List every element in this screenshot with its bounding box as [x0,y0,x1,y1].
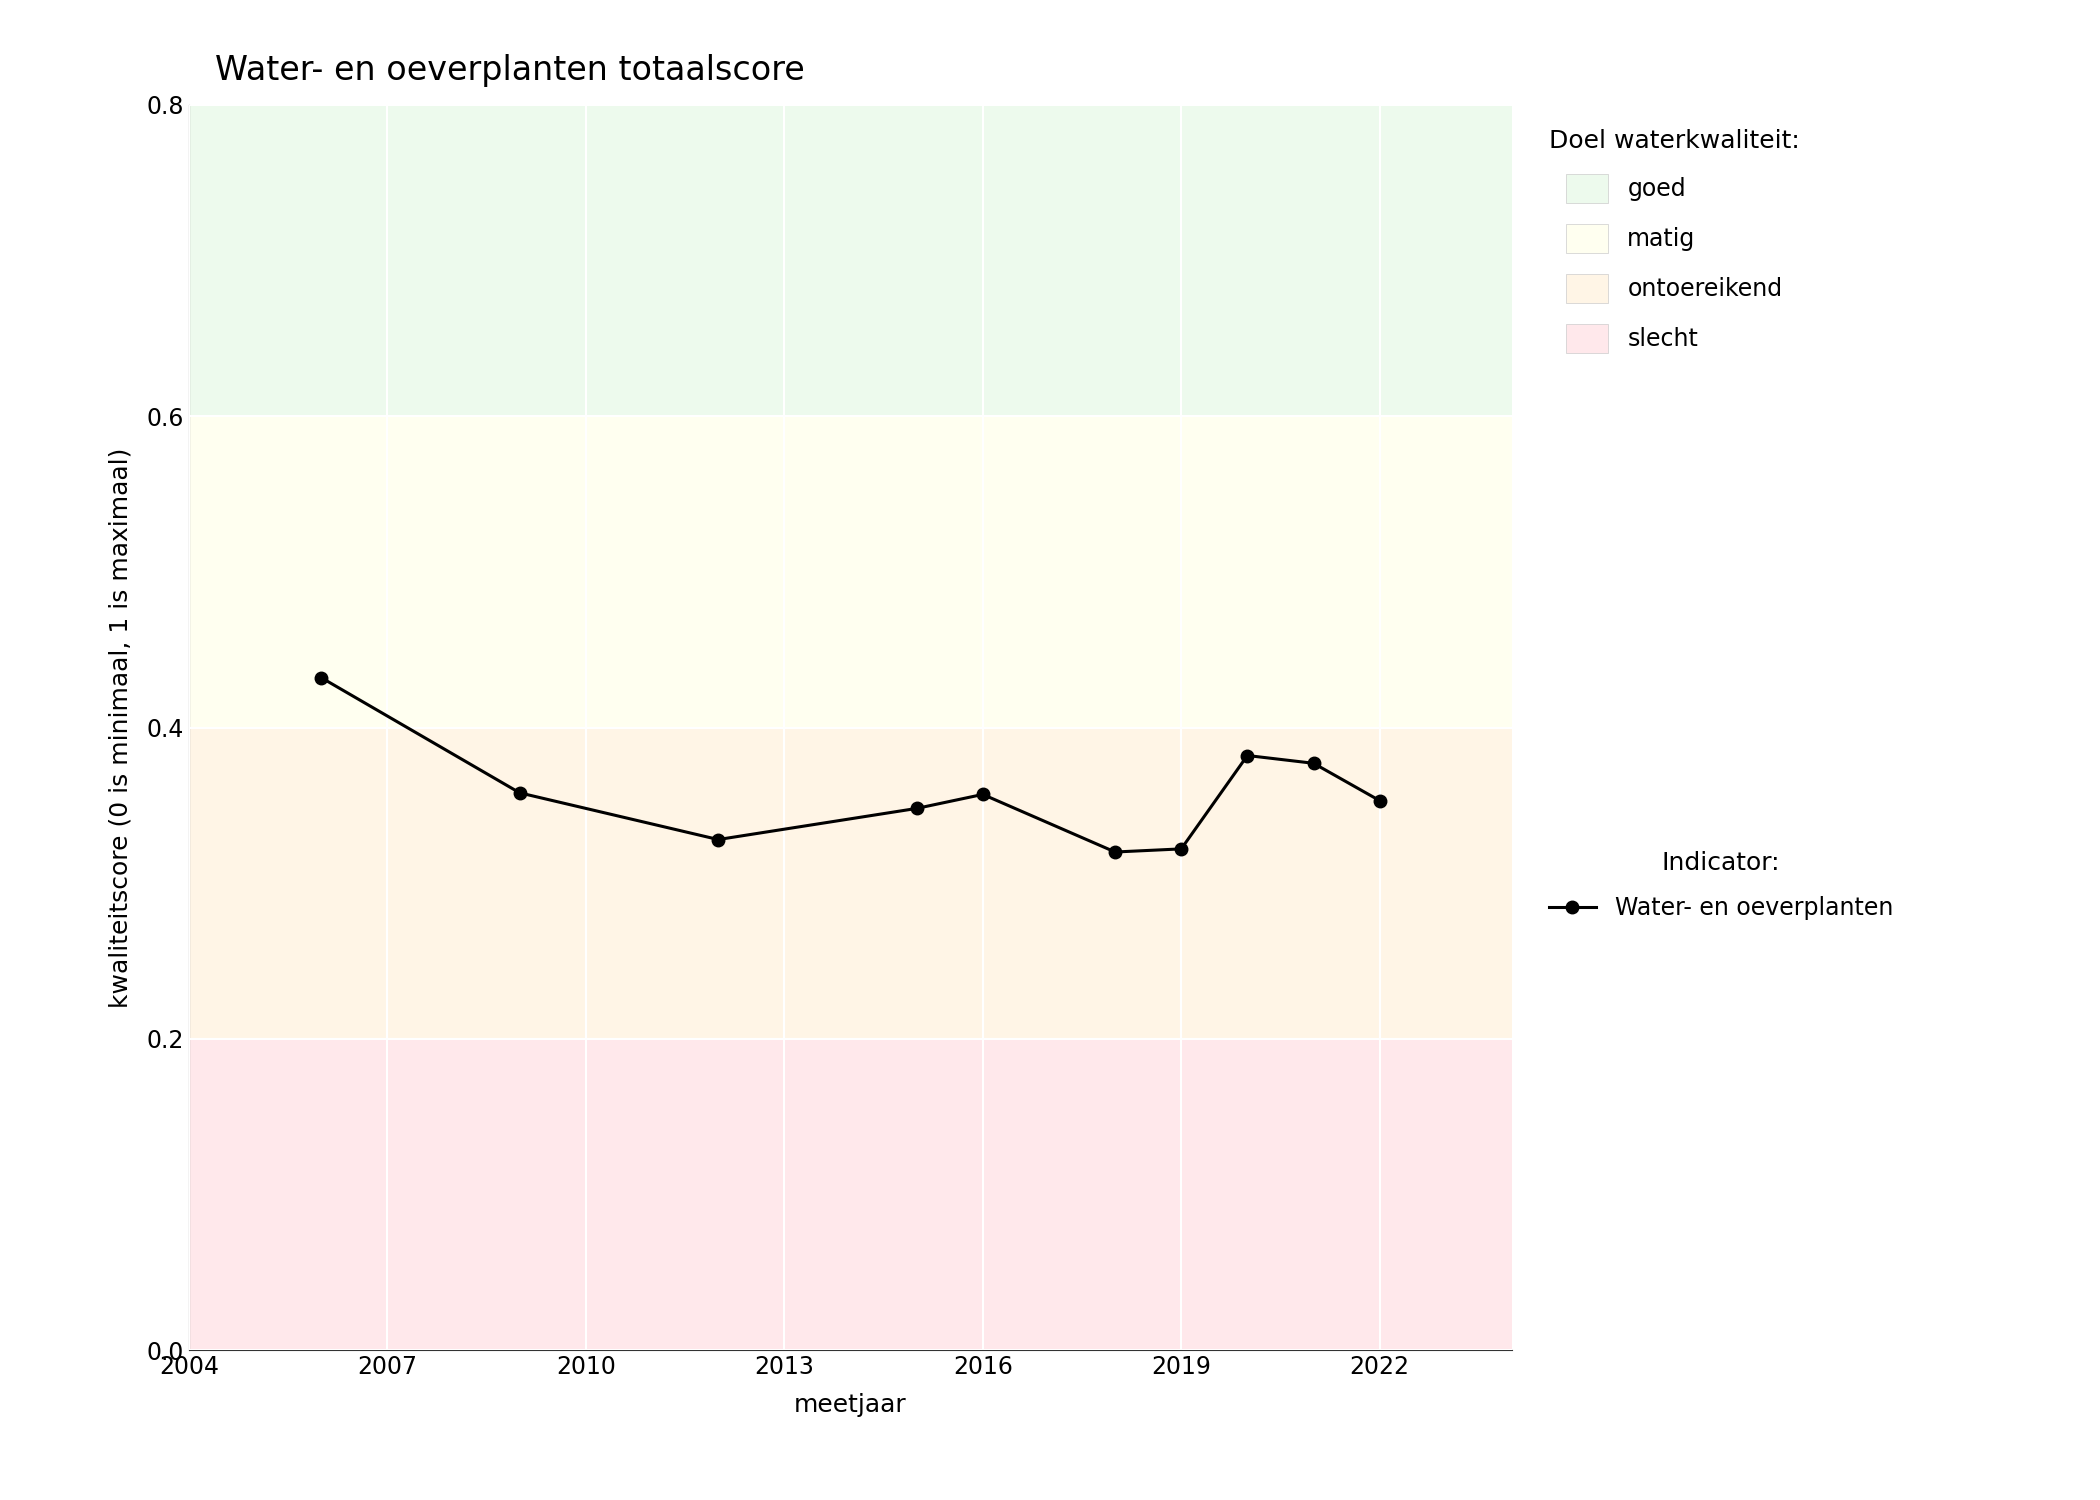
Bar [189,1038,1512,1350]
Bar [189,728,1512,1038]
Y-axis label: kwaliteitscore (0 is minimaal, 1 is maximaal): kwaliteitscore (0 is minimaal, 1 is maxi… [109,447,132,1008]
Text: Water- en oeverplanten totaalscore: Water- en oeverplanten totaalscore [216,54,804,87]
Bar [189,105,1512,416]
Bar [189,416,1512,728]
Legend: Water- en oeverplanten: Water- en oeverplanten [1537,839,1905,932]
X-axis label: meetjaar: meetjaar [794,1392,907,1416]
